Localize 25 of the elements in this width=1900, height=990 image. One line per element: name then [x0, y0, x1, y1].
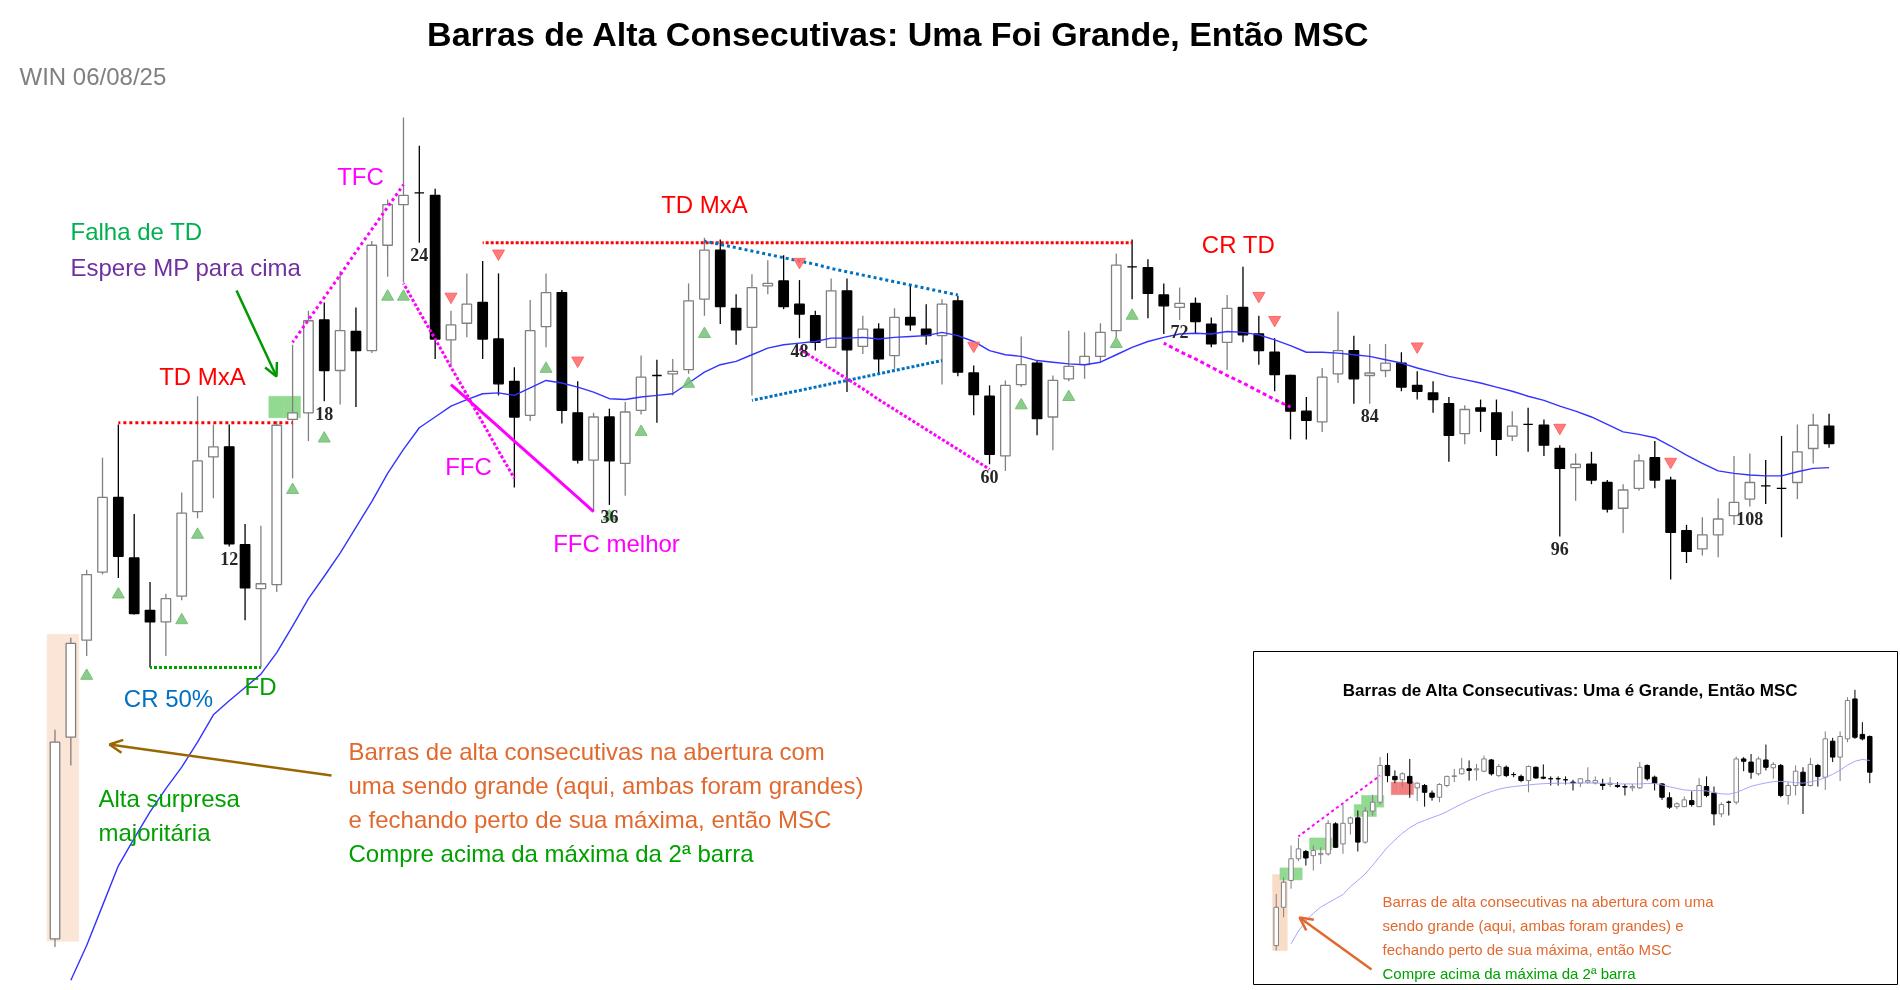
x-tick-label: 24 [410, 245, 429, 266]
annotation: TFC [337, 163, 384, 190]
annotation: Falha de TD [70, 218, 203, 245]
x-tick-label: 108 [1736, 509, 1764, 530]
annotation: Compre acima da máxima da 2ª barra [348, 840, 755, 867]
annotation: TD MxA [159, 363, 246, 390]
annotation: FFC [445, 453, 492, 480]
annotation: FD [244, 673, 277, 700]
chart-subtitle: WIN 06/08/25 [19, 63, 167, 90]
x-tick-label: 96 [1550, 538, 1569, 559]
annotation: Barras de alta consecutivas na abertura com uma sendo grande (aqui, ambas foram grandes) e fechando perto de sua máxima, então MSC [1382, 893, 1715, 958]
x-tick-label: 12 [220, 548, 239, 569]
chart-title: Barras de Alta Consecutivas: Uma é Grande, Então MSC [1342, 681, 1798, 700]
annotation: FFC melhor [553, 530, 680, 557]
text: Compre acima da máxima da 2ª barra [1382, 965, 1637, 982]
annotation: CR 50% [123, 685, 214, 712]
annotation: Barras de alta consecutivas na abertura com uma sendo grande (aqui, ambas foram grandes) e fechando perto de sua máxima, então MSC [348, 738, 864, 833]
x-tick-label: 48 [790, 340, 809, 361]
x-tick-label: 18 [315, 403, 334, 424]
annotation: CR TD [1201, 231, 1275, 258]
x-tick-label: 60 [980, 466, 999, 487]
x-tick-label: 84 [1360, 406, 1379, 427]
annotation: Espere MP para cima [70, 254, 302, 281]
chart-title: Barras de Alta Consecutivas: Uma Foi Grande, Então MSC [427, 14, 1369, 53]
annotation: TD MxA [661, 191, 748, 218]
